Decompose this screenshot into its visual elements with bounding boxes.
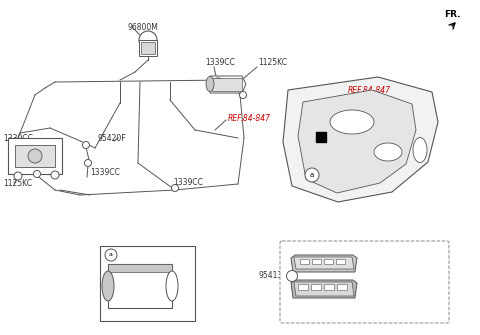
Circle shape [171,185,179,192]
Bar [324,259,333,264]
Polygon shape [291,280,357,298]
Text: 1339CC: 1339CC [3,134,33,142]
Circle shape [14,172,22,180]
Text: a: a [310,172,314,178]
Bar [312,259,321,264]
Circle shape [84,159,92,166]
Circle shape [28,149,42,163]
Text: (SMART KEY): (SMART KEY) [300,247,353,256]
Polygon shape [108,264,172,272]
Text: REF.84-847: REF.84-847 [348,85,391,94]
Bar [300,259,309,264]
Text: 1339CC: 1339CC [90,168,120,177]
Ellipse shape [330,110,374,134]
Text: 96800M: 96800M [128,22,159,31]
Text: 95442D: 95442D [362,256,392,265]
Ellipse shape [374,143,402,161]
Circle shape [139,31,157,49]
Text: 95430D: 95430D [119,251,152,260]
Polygon shape [283,77,438,202]
Text: a: a [109,253,113,258]
Bar [311,284,321,290]
Bar [316,132,326,142]
Text: 95440K: 95440K [362,271,391,280]
Ellipse shape [102,271,114,301]
Bar [336,259,345,264]
Circle shape [287,270,298,281]
Ellipse shape [413,137,427,162]
Circle shape [51,171,59,179]
Text: REF.84-847: REF.84-847 [228,114,271,123]
Polygon shape [139,40,157,56]
Circle shape [305,168,319,182]
Text: 1125KC: 1125KC [3,179,32,188]
Circle shape [83,141,89,148]
Polygon shape [108,264,172,308]
Text: 95420F: 95420F [98,134,127,142]
Polygon shape [15,145,55,167]
Polygon shape [141,42,155,54]
Polygon shape [291,255,357,272]
Polygon shape [294,282,354,296]
Bar [100,246,195,321]
Text: 95442E: 95442E [362,286,391,295]
Ellipse shape [166,271,178,301]
Polygon shape [294,257,354,269]
Text: FR.: FR. [444,9,460,18]
Polygon shape [210,76,246,93]
Polygon shape [212,78,242,91]
Circle shape [240,91,247,98]
Bar [298,284,308,290]
Bar [337,284,347,290]
Circle shape [105,249,117,261]
Bar [324,284,334,290]
Polygon shape [298,90,416,193]
Text: 95413A: 95413A [259,271,288,280]
FancyBboxPatch shape [280,241,449,323]
Polygon shape [8,138,62,174]
Circle shape [34,171,40,178]
Text: 1339CC: 1339CC [173,178,203,187]
Circle shape [212,78,224,90]
Text: 1125KC: 1125KC [258,58,287,67]
Text: 1339CC: 1339CC [205,58,235,67]
Ellipse shape [206,76,214,91]
